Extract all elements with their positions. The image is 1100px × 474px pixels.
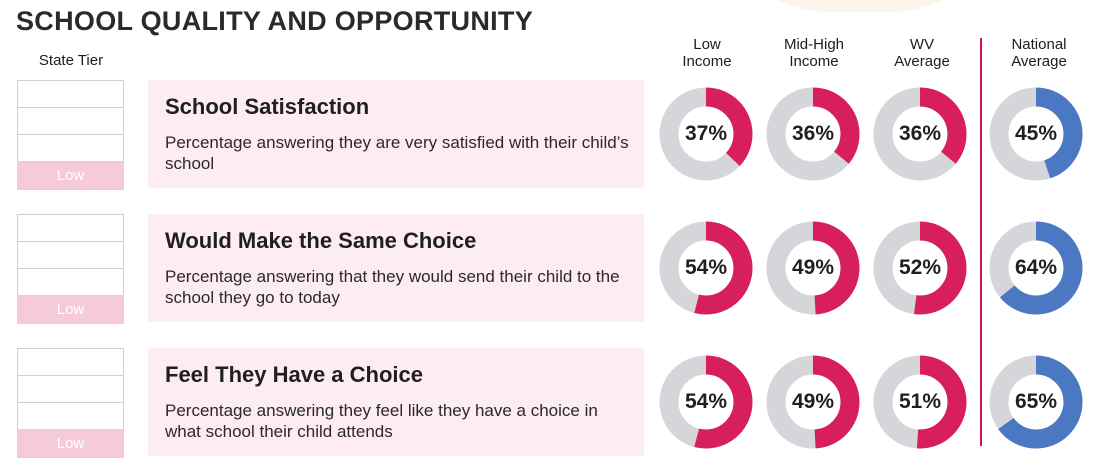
donut-national-average: 45% bbox=[986, 84, 1086, 184]
donut-value-label: 51% bbox=[898, 390, 942, 413]
donut-value-arc bbox=[766, 87, 860, 181]
tier-cell bbox=[17, 375, 124, 402]
donut-value-arc bbox=[873, 355, 967, 449]
donut-value-arc bbox=[873, 87, 967, 181]
donut-low-income: 54% bbox=[656, 352, 756, 452]
donut-svg bbox=[989, 221, 1083, 315]
donut-value-label: 54% bbox=[684, 390, 728, 413]
metric-card: Feel They Have a Choice Percentage answe… bbox=[148, 348, 644, 456]
donut-svg bbox=[659, 355, 753, 449]
donut-svg bbox=[873, 221, 967, 315]
donut-value-arc bbox=[873, 221, 967, 315]
donut-value-label: 49% bbox=[791, 390, 835, 413]
donut-value-arc bbox=[766, 355, 860, 449]
donut-value-arc bbox=[659, 355, 753, 449]
donut-value-label: 37% bbox=[684, 122, 728, 145]
donut-wv-average: 51% bbox=[870, 352, 970, 452]
column-header-low-income: Low Income bbox=[682, 36, 732, 70]
metric-description: Percentage answering they are very satis… bbox=[165, 133, 629, 173]
metric-card: Would Make the Same Choice Percentage an… bbox=[148, 214, 644, 322]
donut-svg bbox=[989, 355, 1083, 449]
donut-mid-high-income: 49% bbox=[763, 352, 863, 452]
donut-value-label: 45% bbox=[1014, 122, 1058, 145]
donut-value-label: 52% bbox=[898, 256, 942, 279]
donut-value-label: 54% bbox=[684, 256, 728, 279]
tier-cell bbox=[17, 402, 124, 429]
donut-value-label: 65% bbox=[1014, 390, 1058, 413]
state-tier-header: State Tier bbox=[38, 52, 104, 69]
metric-description: Percentage answering they feel like they… bbox=[165, 401, 598, 441]
donut-value-label: 64% bbox=[1014, 256, 1058, 279]
metric-title: Feel They Have a Choice bbox=[165, 362, 423, 387]
column-header-wv-average: WV Average bbox=[894, 36, 950, 70]
tier-cell bbox=[17, 348, 124, 375]
tier-cell bbox=[17, 80, 124, 107]
donut-svg bbox=[989, 87, 1083, 181]
donut-mid-high-income: 49% bbox=[763, 218, 863, 318]
donut-value-arc bbox=[989, 355, 1083, 449]
metric-description: Percentage answering that they would sen… bbox=[165, 267, 620, 307]
state-tier-indicator: Low bbox=[17, 348, 124, 458]
donut-svg bbox=[659, 87, 753, 181]
donut-value-arc bbox=[989, 221, 1083, 315]
state-tier-indicator: Low bbox=[17, 214, 124, 324]
national-divider bbox=[980, 38, 982, 446]
metric-title: School Satisfaction bbox=[165, 94, 370, 119]
donut-low-income: 37% bbox=[656, 84, 756, 184]
column-header-national-average: National Average bbox=[1011, 36, 1067, 70]
donut-value-arc bbox=[659, 87, 753, 181]
donut-svg bbox=[873, 355, 967, 449]
tier-cell bbox=[17, 241, 124, 268]
donut-svg bbox=[766, 87, 860, 181]
donut-svg bbox=[766, 221, 860, 315]
donut-national-average: 65% bbox=[986, 352, 1086, 452]
donut-value-label: 49% bbox=[791, 256, 835, 279]
tier-cell bbox=[17, 107, 124, 134]
tier-cell bbox=[17, 214, 124, 241]
donut-value-label: 36% bbox=[791, 122, 835, 145]
tier-cell bbox=[17, 134, 124, 161]
donut-svg bbox=[766, 355, 860, 449]
decorative-arc bbox=[700, 0, 1020, 12]
tier-cell bbox=[17, 268, 124, 295]
donut-value-arc bbox=[659, 221, 753, 315]
donut-svg bbox=[873, 87, 967, 181]
metric-card: School Satisfaction Percentage answering… bbox=[148, 80, 644, 188]
donut-wv-average: 36% bbox=[870, 84, 970, 184]
donut-value-arc bbox=[766, 221, 860, 315]
metric-title: Would Make the Same Choice bbox=[165, 228, 477, 253]
tier-low-label: Low bbox=[17, 161, 124, 190]
donut-low-income: 54% bbox=[656, 218, 756, 318]
donut-wv-average: 52% bbox=[870, 218, 970, 318]
donut-mid-high-income: 36% bbox=[763, 84, 863, 184]
donut-svg bbox=[659, 221, 753, 315]
donut-value-arc bbox=[989, 87, 1083, 181]
column-header-mid-high-income: Mid-High Income bbox=[783, 36, 844, 70]
state-tier-indicator: Low bbox=[17, 80, 124, 190]
page-title: SCHOOL QUALITY AND OPPORTUNITY bbox=[16, 6, 534, 36]
donut-value-label: 36% bbox=[898, 122, 942, 145]
tier-low-label: Low bbox=[17, 429, 124, 458]
donut-national-average: 64% bbox=[986, 218, 1086, 318]
tier-low-label: Low bbox=[17, 295, 124, 324]
